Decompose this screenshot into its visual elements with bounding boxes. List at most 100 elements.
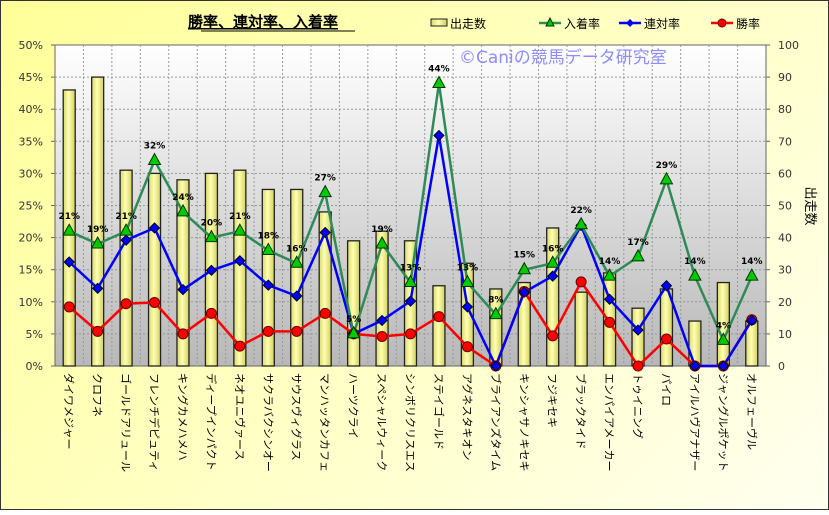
chart-title: 勝率、連対率、入着率	[188, 13, 338, 31]
right-tick-label: 0	[778, 360, 785, 373]
place-rate-label: 18%	[258, 231, 280, 241]
place-rate-label: 8%	[488, 296, 503, 306]
bar-14	[432, 285, 446, 367]
category-label: アグネスタキオン	[460, 373, 474, 460]
right-tick-label: 90	[778, 71, 792, 84]
place-rate-label: 27%	[314, 174, 336, 184]
category-label: ネオユニヴァース	[233, 373, 247, 460]
place-rate-point	[119, 223, 133, 236]
category-label: ステイゴールド	[432, 373, 446, 450]
win-rate-point	[575, 276, 587, 288]
place-rate-label: 17%	[627, 238, 649, 248]
legend-label: 連対率	[644, 16, 680, 31]
place-rate-point	[289, 255, 304, 268]
bar-7	[233, 169, 247, 367]
left-tick-label: 0%	[26, 360, 43, 373]
quinella-rate-point	[177, 283, 189, 296]
right-tick-label: 80	[778, 103, 792, 116]
legend-label: 出走数	[450, 16, 486, 31]
left-tick-label: 20%	[19, 232, 43, 245]
place-rate-label: 14%	[741, 257, 763, 267]
left-tick-label: 10%	[19, 296, 43, 309]
right-tick-label: 50	[778, 200, 792, 213]
quinella-rate-point	[262, 279, 275, 291]
quinella-rate-point	[603, 293, 616, 305]
place-rate-point	[659, 171, 674, 185]
right-tick-label: 100	[778, 39, 799, 52]
category-label: シンボリクリスエス	[404, 373, 417, 472]
legend-circle-icon	[717, 18, 727, 28]
quinella-rate-point	[63, 256, 75, 268]
category-label: エンパイアメーカー	[603, 373, 616, 471]
left-tick-label: 35%	[19, 135, 43, 148]
bar-19	[574, 291, 588, 367]
category-label: クロフネ	[91, 373, 104, 417]
place-rate-label: 14%	[684, 257, 706, 267]
win-rate-point	[149, 296, 161, 308]
place-rate-label: 24%	[172, 193, 194, 203]
place-rate-label: 15%	[513, 251, 535, 261]
quinella-rate-point	[746, 314, 758, 327]
place-rate-point	[346, 325, 361, 339]
place-rate-label: 13%	[457, 264, 479, 274]
quinella-rate-point	[148, 222, 161, 234]
place-rate-point	[488, 306, 503, 320]
quinella-rate-point	[632, 324, 644, 336]
place-rate-point	[62, 223, 77, 236]
win-rate-point	[92, 325, 104, 337]
place-rate-label: 29%	[656, 161, 678, 171]
win-rate-point	[291, 325, 303, 337]
win-rate-point	[660, 333, 672, 345]
win-rate-point	[205, 307, 217, 319]
right-tick-label: 70	[778, 135, 792, 148]
place-rate-point	[147, 152, 162, 166]
place-rate-point	[545, 255, 560, 268]
place-rate-point	[602, 268, 617, 281]
quinella-rate-point	[291, 290, 303, 302]
place-rate-label: 13%	[400, 264, 422, 274]
win-rate-point	[319, 307, 331, 319]
category-label: スペシャルウィーク	[375, 373, 388, 471]
place-rate-label: 19%	[371, 225, 393, 235]
place-rate-label: 21%	[58, 212, 80, 222]
left-tick-label: 5%	[26, 328, 43, 341]
category-label: オルフェーヴル	[745, 373, 759, 450]
win-rate-point	[177, 328, 189, 340]
quinella-rate-point	[234, 255, 246, 267]
place-rate-label: 16%	[286, 244, 308, 254]
quinella-rate-point	[546, 270, 559, 282]
legend: 出走数 入着率 連対率 勝率	[430, 16, 760, 31]
bar-9	[290, 188, 304, 367]
place-rate-label: 5%	[346, 315, 361, 325]
place-rate-point	[403, 274, 418, 288]
win-rate-point	[262, 325, 274, 337]
left-tick-label: 15%	[19, 264, 43, 277]
place-rate-point	[517, 261, 532, 275]
quinella-rate-point	[120, 234, 132, 246]
left-tick-label: 50%	[19, 39, 43, 52]
legend-bar-swatch	[430, 18, 448, 27]
place-rate-label: 19%	[87, 225, 109, 235]
win-rate-point	[234, 340, 246, 352]
bar-10	[318, 211, 332, 367]
category-label: ディープインパクト	[204, 373, 218, 471]
bar-23	[688, 320, 702, 367]
win-rate-point	[63, 301, 75, 313]
watermark: ©Caniの競馬データ研究室	[459, 47, 667, 68]
place-rate-label: 4%	[716, 321, 731, 331]
left-tick-label: 25%	[19, 200, 43, 213]
legend-diamond-icon	[626, 19, 634, 27]
place-rate-point	[233, 223, 247, 236]
place-rate-point	[574, 216, 588, 230]
win-rate-point	[632, 360, 644, 372]
category-label: ジャングルポケット	[716, 373, 730, 471]
category-label: サクラバクシンオー	[261, 373, 274, 472]
quinella-rate-point	[689, 360, 701, 372]
place-rate-point	[176, 203, 190, 217]
place-rate-point	[716, 332, 731, 345]
place-rate-point	[631, 248, 645, 262]
win-rate-point	[120, 298, 132, 310]
place-rate-point	[90, 235, 105, 249]
category-label: トゥイニング	[631, 373, 645, 439]
